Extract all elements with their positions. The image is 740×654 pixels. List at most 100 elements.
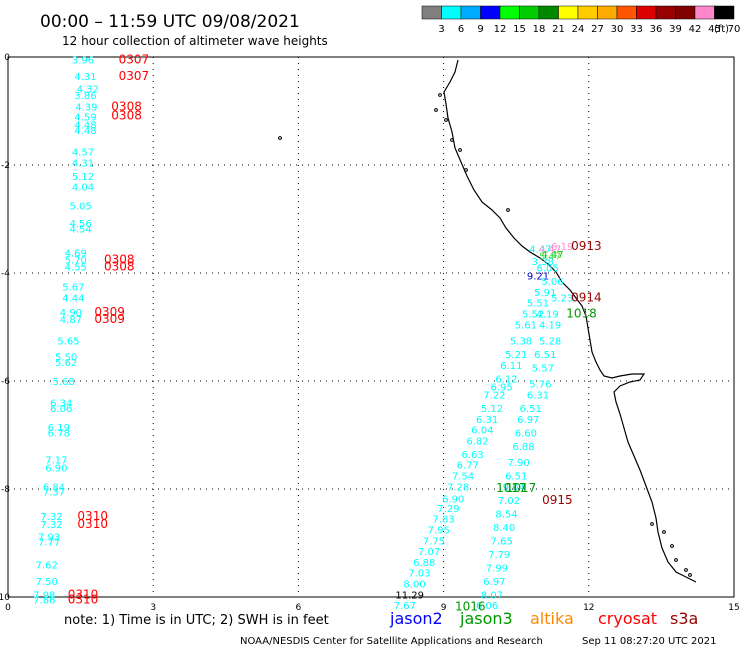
wave-height-point: 5.06 (541, 277, 563, 288)
wave-height-point: 6.31 (527, 391, 549, 402)
wave-height-point: 6.51 (505, 472, 527, 483)
y-tick-label: 0 (4, 53, 10, 63)
chart-title: 00:00 – 11:59 UTC 09/08/2021 (40, 12, 300, 32)
legend-label: 27 (591, 24, 604, 35)
pass-time-label: 0310 (68, 593, 99, 607)
wave-height-point: 6.19 (48, 423, 70, 434)
wave-height-point: 7.62 (36, 561, 58, 572)
pass-time-label: 0913 (571, 239, 602, 253)
legend-swatch (460, 5, 481, 20)
wave-height-point: 6.88 (413, 558, 435, 569)
wave-height-point: 7.93 (38, 533, 60, 544)
wave-height-point: 9.21 (527, 272, 549, 283)
wave-height-point: 5.52 (522, 310, 544, 321)
wave-height-point: 7.50 (36, 577, 58, 588)
wave-height-point: 5.47 (539, 252, 561, 263)
wave-height-point: 5.65 (57, 337, 79, 348)
wave-height-point: 7.22 (483, 391, 505, 402)
pass-time-label: 0310 (68, 587, 99, 601)
y-tick-label: -10 (0, 593, 10, 603)
wave-height-point: 5.12 (481, 404, 503, 415)
wave-height-point: 4.31 (74, 72, 96, 83)
legend-label: 24 (572, 24, 585, 35)
pass-time-label: 0308 (111, 108, 142, 122)
wave-height-point: 5.23 (551, 293, 573, 304)
wave-height-point: 6.77 (457, 461, 479, 472)
wave-height-point: 5.38 (510, 337, 532, 348)
wave-height-point: 6.90 (442, 495, 464, 506)
satellite-legend-jason2: jason2 (389, 609, 443, 628)
island-marker (662, 530, 666, 534)
satellite-legend-altika: altika (530, 609, 574, 628)
x-tick-label: 6 (296, 603, 302, 613)
legend-swatch (519, 5, 540, 20)
wave-height-point: 6.51 (534, 350, 556, 361)
pass-time-label: 1017 (496, 481, 527, 495)
island-marker (438, 93, 442, 97)
legend-swatch (616, 5, 637, 20)
legend-label: 18 (533, 24, 546, 35)
wave-height-point: 7.79 (488, 550, 510, 561)
wave-height-point: 6.31 (476, 415, 498, 426)
legend-swatch (421, 5, 442, 20)
wave-height-point: 4.48 (74, 126, 96, 137)
wave-height-point: 7.65 (491, 536, 513, 547)
legend-label: 30 (611, 24, 624, 35)
wave-height-point: 4.54 (69, 225, 91, 236)
wave-height-point: 7.07 (418, 547, 440, 558)
plot-area: 036912150-2-4-6-8-103.964.314.323.864.39… (0, 53, 740, 614)
wave-height-point: 3.86 (74, 91, 96, 102)
wave-height-point: 6.95 (491, 382, 513, 393)
chart-subtitle: 12 hour collection of altimeter wave hei… (62, 34, 328, 48)
x-tick-label: 0 (5, 603, 11, 613)
legend-label: 9 (477, 24, 483, 35)
y-tick-label: -2 (1, 161, 10, 171)
wave-height-point: 6.11 (500, 361, 522, 372)
wave-height-point: 6.06 (50, 404, 72, 415)
wave-height-point: 9.04 (503, 482, 525, 493)
legend-swatch (714, 5, 735, 20)
wave-height-point: 6.19 (551, 242, 573, 253)
wave-height-point: 6.63 (462, 450, 484, 461)
island-marker (444, 118, 448, 122)
legend-label: 70 (728, 24, 740, 35)
footer-credit: NOAA/NESDIS Center for Satellite Applica… (240, 636, 543, 647)
wave-height-point: 7.99 (486, 563, 508, 574)
legend-swatch (499, 5, 520, 20)
legend-label: 3 (438, 24, 444, 35)
pass-time-label: 0310 (77, 517, 108, 531)
wave-height-point: 7.32 (40, 512, 62, 523)
island-marker (650, 522, 654, 526)
wave-height-point: 7.83 (432, 515, 454, 526)
legend-label: 15 (513, 24, 526, 35)
pass-time-label: 0307 (119, 53, 150, 67)
pass-time-label: 1017 (506, 481, 537, 495)
wave-height-point: 7.86 (33, 596, 55, 607)
wave-height-point: 11.29 (395, 590, 424, 601)
legend-swatch (636, 5, 657, 20)
island-marker (688, 573, 692, 577)
wave-height-point: 7.95 (428, 526, 450, 537)
pass-time-label: 0309 (94, 305, 125, 319)
wave-height-point: 5.76 (529, 380, 551, 391)
wave-height-point: 8.07 (481, 590, 503, 601)
legend-label: 33 (630, 24, 643, 35)
island-marker (450, 138, 454, 142)
legend-label: 42 (689, 24, 702, 35)
x-tick-label: 15 (728, 603, 739, 613)
wave-height-point: 5.91 (534, 288, 556, 299)
wave-height-point: 6.82 (466, 436, 488, 447)
wave-height-point: 7.37 (43, 488, 65, 499)
footer-timestamp: Sep 11 08:27:20 UTC 2021 (582, 636, 716, 647)
legend-label: (ft) (714, 24, 729, 35)
satellite-legend-cryosat: cryosat (598, 609, 657, 628)
wave-height-point: 7.29 (437, 504, 459, 515)
pass-time-label: 0308 (104, 253, 135, 267)
island-marker (506, 208, 510, 212)
wave-height-point: 4.47 (541, 250, 563, 261)
y-tick-label: -6 (1, 377, 10, 387)
legend-swatch (480, 5, 501, 20)
wave-height-point: 5.12 (72, 172, 94, 183)
pass-time-label: 0914 (571, 290, 602, 304)
island-marker (434, 108, 438, 112)
